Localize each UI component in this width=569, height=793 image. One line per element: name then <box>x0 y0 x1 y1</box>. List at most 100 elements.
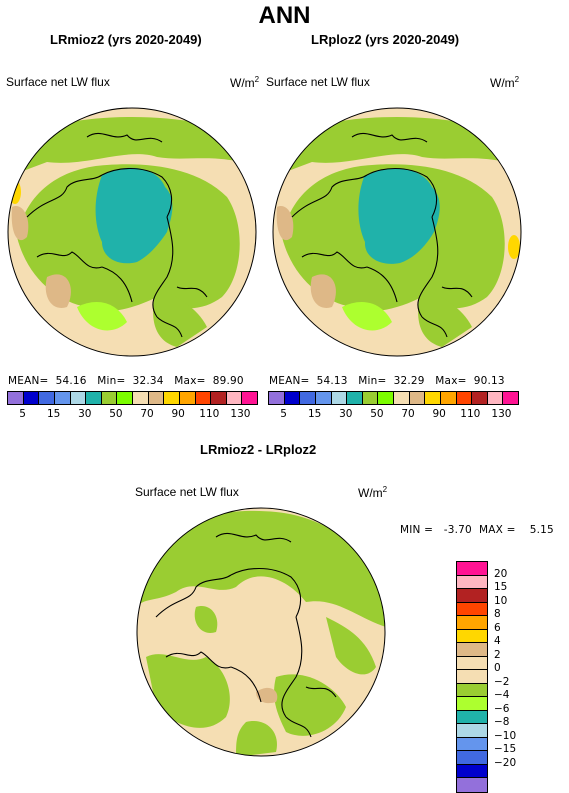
colorbar-difference <box>456 561 488 793</box>
colorbar-swatch <box>457 562 487 576</box>
colorbar-difference-label: −15 <box>494 743 517 755</box>
colorbar-tick-label: 5 <box>280 408 287 420</box>
colorbar-swatch <box>457 778 487 792</box>
colorbar-swatch <box>269 392 285 404</box>
colorbar-swatch <box>440 392 457 404</box>
colorbar-difference-label: −10 <box>494 729 517 742</box>
colorbar-swatch <box>457 670 487 684</box>
colorbar-swatch <box>457 575 487 589</box>
colorbar-tick-label: 130 <box>491 408 512 420</box>
colorbar-swatch <box>503 392 518 404</box>
diff-minmax: MIN = -3.70 MAX = 5.15 <box>400 524 554 536</box>
colorbar-tick-label: 70 <box>140 408 154 420</box>
stats-right: MEAN= 54.13 Min= 32.29 Max= 90.13 <box>269 375 505 387</box>
colorbar-tick-label: 90 <box>432 408 446 420</box>
colorbar-swatch <box>242 392 257 404</box>
colorbar-swatch <box>457 751 487 765</box>
colorbar-tick-label: 15 <box>308 408 322 420</box>
stats-left: MEAN= 54.16 Min= 32.34 Max= 89.90 <box>8 375 244 387</box>
colorbar-swatch <box>331 392 348 404</box>
colorbar-swatch <box>133 392 149 404</box>
diff-units-label: W/m2 <box>358 485 388 500</box>
colorbar-tick-label: 110 <box>199 408 220 420</box>
colorbar-difference-label: 6 <box>494 621 501 634</box>
colorbar-swatch <box>86 392 102 404</box>
colorbar-difference-label: 2 <box>494 648 501 661</box>
colorbar-swatch <box>164 392 180 404</box>
colorbar-swatch <box>457 602 487 616</box>
colorbar-swatch <box>425 392 441 404</box>
panel-title-right: LRploz2 (yrs 2020-2049) <box>311 32 460 47</box>
colorbar-swatch <box>54 392 71 404</box>
colorbar-ticks-right: 5 15 30 50 70 90 110 130 <box>268 408 517 422</box>
colorbar-difference-label: −20 <box>494 756 517 769</box>
colorbar-swatch <box>195 392 212 404</box>
colorbar-tick-label: 30 <box>339 408 353 420</box>
colorbar-swatch <box>472 392 488 404</box>
main-title: ANN <box>258 2 311 29</box>
colorbar-tick-label: 30 <box>78 408 92 420</box>
colorbar-swatch <box>39 392 55 404</box>
colorbar-swatch <box>101 392 118 404</box>
colorbar-left <box>7 391 258 405</box>
colorbar-swatch <box>457 589 487 603</box>
colorbar-tick-label: 5 <box>19 408 26 420</box>
colorbar-difference-label: 0 <box>494 662 501 674</box>
colorbar-tick-label: 50 <box>370 408 384 420</box>
colorbar-swatch <box>148 392 165 404</box>
polar-map-right <box>272 107 522 357</box>
polar-map-difference <box>136 507 386 757</box>
variable-label-left: Surface net LW flux <box>6 75 110 89</box>
colorbar-swatch <box>362 392 379 404</box>
colorbar-swatch <box>315 392 332 404</box>
colorbar-swatch <box>284 392 301 404</box>
colorbar-swatch <box>70 392 87 404</box>
colorbar-swatch <box>211 392 227 404</box>
colorbar-swatch <box>457 616 487 630</box>
colorbar-swatch <box>457 724 487 738</box>
colorbar-tick-label: 110 <box>460 408 481 420</box>
colorbar-swatch <box>457 629 487 643</box>
colorbar-tick-label: 70 <box>401 408 415 420</box>
colorbar-tick-label: 90 <box>171 408 185 420</box>
colorbar-difference-label: −6 <box>494 702 510 715</box>
colorbar-tick-label: 15 <box>47 408 61 420</box>
colorbar-swatch <box>8 392 24 404</box>
colorbar-swatch <box>300 392 316 404</box>
diff-variable-label: Surface net LW flux <box>135 485 239 499</box>
variable-label-right: Surface net LW flux <box>266 75 370 89</box>
colorbar-swatch <box>226 392 243 404</box>
colorbar-swatch <box>457 683 487 697</box>
colorbar-swatch <box>457 697 487 711</box>
colorbar-swatch <box>457 656 487 670</box>
polar-map-left <box>7 107 257 357</box>
colorbar-swatch <box>23 392 40 404</box>
colorbar-swatch <box>179 392 196 404</box>
panel-title-left: LRmioz2 (yrs 2020-2049) <box>50 32 202 47</box>
colorbar-tick-label: 50 <box>109 408 123 420</box>
colorbar-difference-label: 15 <box>494 581 508 593</box>
colorbar-right <box>268 391 519 405</box>
colorbar-difference-label: 10 <box>494 594 508 607</box>
units-label-right: W/m2 <box>490 75 520 90</box>
colorbar-swatch <box>409 392 426 404</box>
colorbar-swatch <box>456 392 473 404</box>
colorbar-difference-label: −4 <box>494 689 510 701</box>
colorbar-swatch <box>457 710 487 724</box>
colorbar-difference-label: 8 <box>494 608 501 620</box>
units-label-left: W/m2 <box>230 75 260 90</box>
colorbar-tick-label: 130 <box>230 408 251 420</box>
colorbar-swatch <box>394 392 410 404</box>
colorbar-ticks-left: 5 15 30 50 70 90 110 130 <box>7 408 256 422</box>
colorbar-swatch <box>378 392 394 404</box>
colorbar-difference-label: −8 <box>494 716 510 728</box>
colorbar-difference-label: 4 <box>494 635 501 647</box>
colorbar-swatch <box>347 392 363 404</box>
colorbar-difference-label: 20 <box>494 567 508 580</box>
colorbar-swatch <box>457 764 487 778</box>
colorbar-difference-label: −2 <box>494 675 510 688</box>
colorbar-swatch <box>457 737 487 751</box>
diff-title: LRmioz2 - LRploz2 <box>200 442 317 457</box>
colorbar-swatch <box>117 392 133 404</box>
colorbar-swatch <box>457 643 487 657</box>
